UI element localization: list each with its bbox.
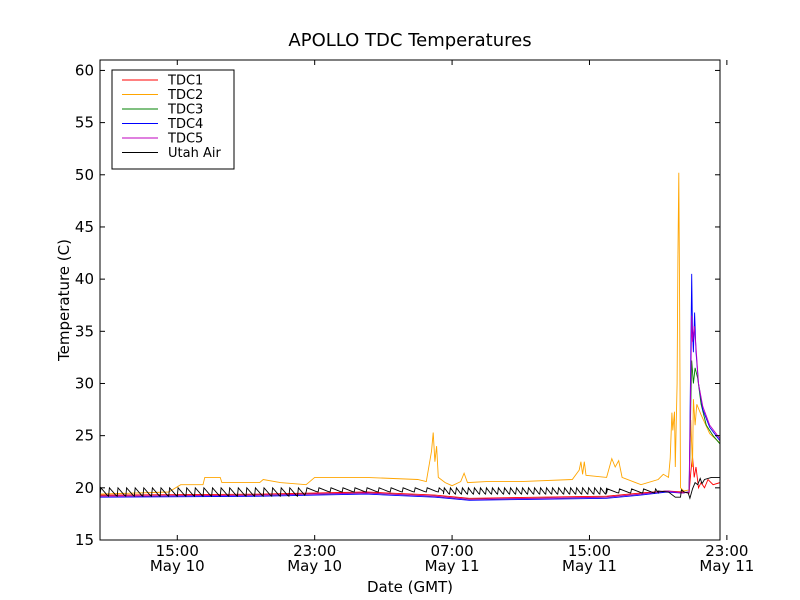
x-tick-label-time: 15:00 xyxy=(568,542,611,560)
legend-label: Utah Air xyxy=(168,146,221,161)
x-tick-label-time: 23:00 xyxy=(705,542,748,560)
legend-label: TDC2 xyxy=(167,88,203,103)
x-tick-label-date: May 11 xyxy=(425,557,480,575)
plot-area xyxy=(100,172,720,501)
x-tick-label-date: May 11 xyxy=(699,557,754,575)
y-tick-label: 20 xyxy=(75,479,94,497)
y-tick-label: 30 xyxy=(75,374,94,392)
x-axis-label: Date (GMT) xyxy=(367,578,453,596)
legend-box xyxy=(111,69,235,170)
x-tick-label-time: 23:00 xyxy=(293,542,336,560)
series-line-tdc3 xyxy=(100,360,720,500)
legend-label: TDC3 xyxy=(167,103,203,118)
series-line-tdc2 xyxy=(100,172,720,495)
y-tick-label: 35 xyxy=(75,322,94,340)
legend-label: TDC5 xyxy=(167,132,203,147)
x-tick-label-time: 07:00 xyxy=(430,542,473,560)
x-tick-label-date: May 10 xyxy=(150,557,205,575)
y-tick-label: 25 xyxy=(75,427,94,445)
y-axis-label: Temperature (C) xyxy=(55,239,73,362)
y-tick-label: 50 xyxy=(75,166,94,184)
legend-label: TDC1 xyxy=(167,74,203,89)
series-line-tdc5 xyxy=(100,315,720,500)
chart-title: APOLLO TDC Temperatures xyxy=(288,30,531,51)
y-tick-label: 60 xyxy=(75,61,94,79)
plot-frame xyxy=(99,59,721,541)
x-tick-label-date: May 11 xyxy=(562,557,617,575)
series-line-utah-air xyxy=(100,476,720,500)
series-line-tdc4 xyxy=(100,273,720,501)
x-tick-label-time: 15:00 xyxy=(156,542,199,560)
y-tick-label: 45 xyxy=(75,218,94,236)
legend-label: TDC4 xyxy=(167,117,203,132)
x-tick-label-date: May 10 xyxy=(287,557,342,575)
y-tick-label: 40 xyxy=(75,270,94,288)
series-line-tdc1 xyxy=(100,456,720,499)
y-tick-label: 55 xyxy=(75,114,94,132)
y-tick-label: 15 xyxy=(75,531,94,549)
